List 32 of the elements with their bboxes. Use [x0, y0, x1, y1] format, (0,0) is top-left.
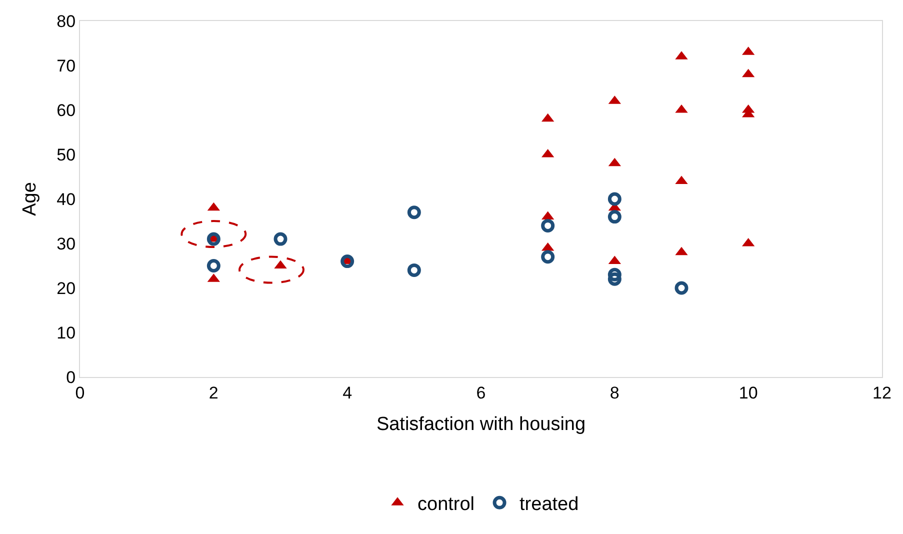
legend-label: treated [520, 494, 579, 516]
y-tick-label: 10 [56, 323, 76, 342]
y-tick-label: 20 [56, 278, 76, 298]
point [541, 218, 555, 232]
point [608, 268, 622, 282]
y-tick-label: 30 [56, 234, 76, 254]
x-axis-title: Satisfaction with housing [376, 414, 586, 436]
y-tick-label: 60 [56, 100, 76, 120]
y-tick-label: 80 [56, 12, 76, 31]
y-tick-label: 0 [66, 368, 76, 387]
x-tick-label: 6 [476, 383, 486, 402]
point [407, 206, 421, 220]
point [608, 210, 622, 224]
point [340, 254, 354, 268]
x-tick-label: 12 [872, 383, 892, 402]
x-tick-label: 8 [610, 383, 620, 402]
point [274, 232, 288, 246]
point [407, 263, 421, 277]
y-axis-title: Age [20, 182, 41, 216]
y-tick-label: 50 [56, 145, 76, 164]
y-tick-label: 40 [56, 190, 76, 209]
x-tick-label: 2 [208, 383, 218, 402]
y-tick-label: 70 [56, 56, 76, 76]
point [206, 232, 220, 246]
point [206, 259, 220, 272]
legend-label: control [418, 494, 475, 516]
point [608, 272, 622, 286]
point [674, 281, 688, 295]
x-tick-label: 10 [738, 383, 758, 402]
point [608, 192, 622, 206]
x-tick-label: 4 [342, 383, 352, 402]
point [541, 250, 555, 264]
